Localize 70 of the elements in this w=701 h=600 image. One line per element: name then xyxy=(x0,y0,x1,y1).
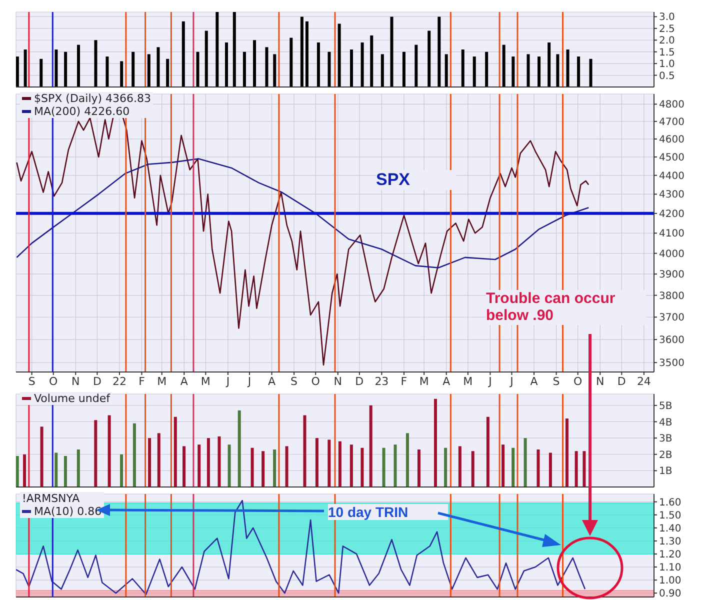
annotation: 10 day TRIN xyxy=(328,504,448,520)
y-tick-label: 2.5 xyxy=(659,24,675,35)
y-tick-label: 3600 xyxy=(659,335,684,346)
x-tick-label: 22 xyxy=(112,374,126,388)
x-tick-label: A xyxy=(530,374,538,388)
y-tick-label: 3.0 xyxy=(659,12,675,24)
legend-label: Volume undef xyxy=(34,392,110,405)
y-tick-label: 4300 xyxy=(659,190,684,201)
x-tick-label: 24 xyxy=(636,374,651,388)
chart-title: !ARMSNYA xyxy=(22,492,81,505)
y-tick-label: 1.10 xyxy=(659,562,682,574)
x-tick-label: D xyxy=(355,374,364,388)
x-tick-label: A xyxy=(442,374,451,388)
y-tick-label: 1.60 xyxy=(659,497,682,508)
y-tick-label: 2B xyxy=(659,450,672,461)
x-tick-label: A xyxy=(180,374,188,388)
y-tick-label: 4600 xyxy=(659,134,684,146)
y-tick-label: 1.5 xyxy=(659,47,675,58)
x-tick-label: F xyxy=(138,374,145,388)
y-tick-label: 3900 xyxy=(659,270,684,281)
y-tick-label: 5B xyxy=(659,400,672,412)
y-tick-label: 4200 xyxy=(659,208,684,220)
x-tick-label: D xyxy=(617,374,626,388)
y-tick-label: 4400 xyxy=(659,170,684,182)
x-tick-label: F xyxy=(400,374,408,388)
y-tick-label: 3800 xyxy=(659,290,684,302)
y-tick-label: 1.50 xyxy=(659,510,682,522)
y-tick-label: 3B xyxy=(659,434,672,445)
annotation: Trouble can occur below .90 xyxy=(486,290,646,324)
x-tick-label: M xyxy=(463,374,473,388)
annotation: SPX xyxy=(376,170,456,190)
y-tick-label: 0.5 xyxy=(659,70,675,82)
x-tick-label: M xyxy=(200,374,210,388)
x-tick-label: J xyxy=(246,374,252,388)
y-tick-label: 4B xyxy=(659,417,672,428)
y-tick-label: 1.20 xyxy=(659,550,682,561)
y-tick-label: 1.0 xyxy=(659,59,675,70)
y-tick-label: 3700 xyxy=(659,312,684,324)
y-tick-label: 0.90 xyxy=(659,588,682,600)
y-tick-label: 3500 xyxy=(659,358,684,370)
x-tick-label: N xyxy=(596,374,604,388)
x-tick-label: N xyxy=(72,374,80,388)
x-tick-label: M xyxy=(157,374,167,388)
x-tick-label: M xyxy=(419,374,429,388)
y-tick-label: 1.30 xyxy=(659,536,682,548)
x-tick-label: A xyxy=(268,374,276,388)
x-tick-label: J xyxy=(488,374,492,388)
y-tick-label: 4100 xyxy=(659,228,684,240)
x-tick-label: S xyxy=(290,374,298,388)
y-tick-label: 1.00 xyxy=(659,576,682,587)
y-tick-label: 4700 xyxy=(659,116,684,128)
x-tick-label: J xyxy=(225,374,230,388)
x-tick-label: O xyxy=(311,374,320,388)
x-tick-label: D xyxy=(92,374,102,388)
legend-label: MA(200) 4226.60 xyxy=(34,105,130,118)
x-tick-label: S xyxy=(28,374,36,388)
y-tick-label: 1.40 xyxy=(659,523,682,534)
x-tick-label: 23 xyxy=(374,374,389,388)
y-tick-label: 4000 xyxy=(659,248,684,260)
y-tick-label: 2.0 xyxy=(659,36,675,47)
legend-label: MA(10) 0.86 xyxy=(34,505,102,518)
legend-label: $SPX (Daily) 4366.83 xyxy=(34,92,152,105)
y-tick-label: 1B xyxy=(659,466,672,478)
y-tick-label: 4800 xyxy=(659,100,684,111)
x-tick-label: N xyxy=(334,374,342,388)
y-tick-label: 4500 xyxy=(659,152,684,164)
x-tick-label: J xyxy=(509,374,514,388)
x-tick-label: O xyxy=(574,374,583,388)
x-tick-label: S xyxy=(552,374,560,388)
x-tick-label: O xyxy=(49,374,58,388)
